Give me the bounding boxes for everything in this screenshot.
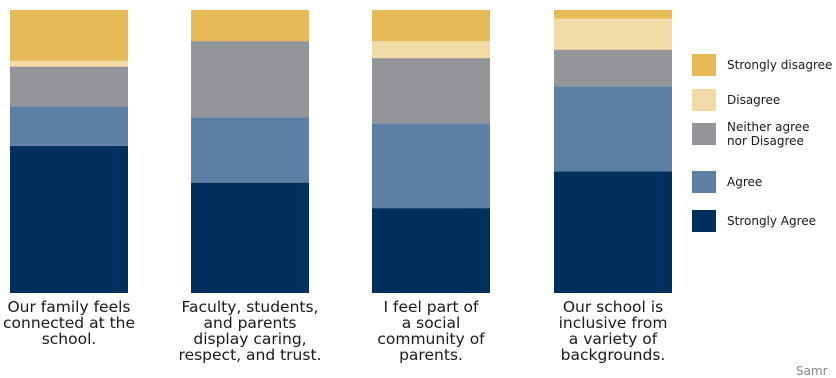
bar-segment-3-4: [372, 41, 490, 59]
category-label-1: Our family feels connected at the school.: [0, 299, 154, 347]
legend-label-line: Disagree: [727, 93, 781, 107]
category-label-line: backgrounds.: [560, 346, 666, 364]
category-label-line: a variety of: [568, 330, 658, 348]
category-label-3: I feel part of a social community of parent…: [346, 299, 516, 363]
category-label-line: parents.: [399, 346, 463, 364]
bar-segment-1-4: [10, 60, 128, 67]
category-label-line: community of: [377, 330, 485, 348]
category-label-line: display caring,: [193, 330, 307, 348]
legend-swatch: [692, 89, 716, 111]
legend: Strongly disagree Disagree Neither agree no…: [692, 0, 836, 300]
bar-segment-2-5: [191, 10, 309, 42]
legend-label: Disagree: [727, 89, 836, 111]
bar-segment-4-3: [554, 49, 672, 87]
category-label-line: Faculty, students,: [181, 298, 319, 316]
category-label-line: school.: [41, 330, 97, 348]
bar-segment-1-1: [10, 145, 128, 293]
legend-label-line: Neither agree: [727, 120, 810, 134]
legend-label-line: Strongly disagree: [727, 58, 833, 72]
bar-segment-4-4: [554, 18, 672, 50]
legend-swatch: [692, 171, 716, 193]
category-label-line: a social: [401, 314, 461, 332]
bar-segment-4-5: [554, 10, 672, 19]
bar-segment-4-2: [554, 86, 672, 172]
bar-segment-3-5: [372, 10, 490, 42]
bar-segment-3-1: [372, 208, 490, 293]
bar-segment-2-2: [191, 117, 309, 183]
bar-segment-1-5: [10, 10, 128, 61]
bar-segment-2-3: [191, 41, 309, 118]
legend-label-line: nor Disagree: [727, 134, 804, 148]
category-label-4: Our school is inclusive from a variety of b…: [528, 299, 698, 363]
bar-segment-4-1: [554, 171, 672, 293]
legend-label-line: Agree: [727, 175, 763, 189]
bar-segment-3-2: [372, 123, 490, 209]
category-label-line: Our school is: [562, 298, 664, 316]
category-label-line: connected at the: [2, 314, 136, 332]
legend-swatch: [692, 54, 716, 76]
category-label-line: and parents: [203, 314, 297, 332]
legend-label-line: Strongly Agree: [727, 214, 817, 228]
bar-segment-3-3: [372, 58, 490, 124]
category-label-line: respect, and trust.: [178, 346, 322, 364]
legend-label: Agree: [727, 171, 836, 193]
legend-swatch: [692, 210, 716, 232]
bar-segment-1-2: [10, 106, 128, 146]
legend-label: Strongly Agree: [727, 210, 836, 232]
category-label-line: inclusive from: [558, 314, 668, 332]
footer-note: Samr: [796, 364, 828, 378]
legend-label: Neither agree nor Disagree: [727, 118, 836, 150]
bar-segment-1-3: [10, 66, 128, 107]
legend-label: Strongly disagree: [727, 54, 836, 76]
category-label-line: I feel part of: [383, 298, 479, 316]
category-label-line: Our family feels: [7, 298, 131, 316]
bar-segment-2-1: [191, 182, 309, 293]
legend-swatch: [692, 123, 716, 145]
category-label-2: Faculty, students, and parents display car…: [165, 299, 335, 363]
